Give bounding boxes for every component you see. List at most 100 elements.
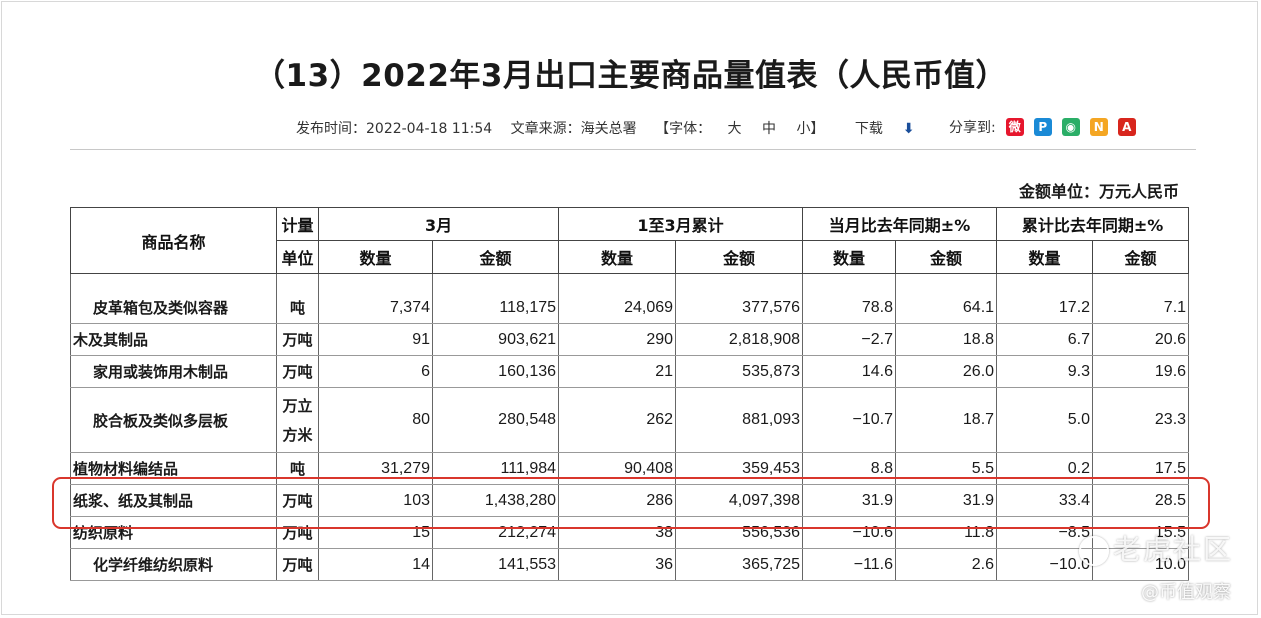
- font-large-button[interactable]: 大: [727, 121, 742, 137]
- cell-mm-qty: 78.8: [802, 292, 897, 324]
- cell-mm-amt: 18.8: [895, 323, 998, 356]
- header-qty: 数量: [318, 240, 433, 274]
- cell-yy-qty: 6.7: [996, 323, 1094, 356]
- cell-m-amt: 903,621: [431, 323, 560, 356]
- header-amt: 金额: [895, 240, 998, 274]
- header-qty: 数量: [802, 240, 897, 274]
- font-small-button[interactable]: 小】: [796, 121, 825, 137]
- table-row: 木及其制品 万吨 91 903,621 290 2,818,908 −2.7 1…: [70, 323, 1190, 356]
- row-name: 皮革箱包及类似容器: [70, 292, 277, 324]
- wechat-icon[interactable]: ◉: [1061, 118, 1080, 136]
- cell-yy-amt: 17.5: [1092, 452, 1190, 485]
- row-name: 化学纤维纺织原料: [70, 548, 277, 581]
- cell-yy-qty: −10.0: [996, 548, 1094, 581]
- export-table: 商品名称 计量 3月 1至3月累计 当月比去年同期±% 累计比去年同期±% 单位…: [70, 207, 1190, 581]
- cell-m-amt: 212,274: [431, 516, 560, 549]
- table-row: 纺织原料 万吨 15 212,274 38 556,536 −10.6 11.8…: [70, 516, 1190, 549]
- header-qty: 数量: [558, 240, 677, 274]
- table-row: 家用或装饰用木制品 万吨 6 160,136 21 535,873 14.6 2…: [70, 355, 1190, 388]
- cell-yy-qty: 0.2: [996, 452, 1094, 485]
- cell-yy-qty: 17.2: [996, 292, 1094, 324]
- table-row: 植物材料编结品 吨 31,279 111,984 90,408 359,453 …: [70, 452, 1190, 485]
- cell-yy-amt: 7.1: [1092, 292, 1190, 324]
- cell-m-amt: 118,175: [431, 292, 560, 324]
- cell-y-qty: 24,069: [558, 292, 677, 324]
- cell-y-amt: 881,093: [675, 387, 804, 453]
- cell-m-qty: 15: [318, 516, 433, 549]
- header-amt: 金额: [675, 240, 804, 274]
- cell-yy-amt: 20.6: [1092, 323, 1190, 356]
- row-unit: 吨: [276, 292, 319, 324]
- cell-yy-qty: 33.4: [996, 484, 1094, 517]
- cell-mm-amt: 18.7: [895, 387, 998, 453]
- cell-y-qty: 286: [558, 484, 677, 517]
- cell-mm-qty: −10.7: [802, 387, 897, 453]
- cell-m-amt: 141,553: [431, 548, 560, 581]
- cell-mm-amt: 5.5: [895, 452, 998, 485]
- row-unit: 万吨: [276, 516, 319, 549]
- article-source: 文章来源：海关总署: [510, 121, 637, 137]
- cell-m-amt: 111,984: [431, 452, 560, 485]
- cell-yy-qty: 5.0: [996, 387, 1094, 453]
- cell-m-qty: 6: [318, 355, 433, 388]
- header-unit-bottom: 单位: [276, 240, 319, 274]
- article-meta: 发布时间：2022-04-18 11:54 文章来源：海关总署 【字体： 大 中…: [296, 118, 943, 138]
- header-amt: 金额: [1092, 240, 1190, 274]
- share-label: 分享到:: [949, 120, 996, 136]
- cell-y-amt: 556,536: [675, 516, 804, 549]
- cell-mm-amt: 31.9: [895, 484, 998, 517]
- cell-m-qty: 14: [318, 548, 433, 581]
- download-arrow-icon: ⬇: [902, 121, 915, 137]
- header-unit-top: 计量: [276, 207, 319, 241]
- cell-yy-amt: 15.5: [1092, 516, 1190, 549]
- row-unit: 万吨: [276, 323, 319, 356]
- cell-y-amt: 365,725: [675, 548, 804, 581]
- row-unit: 万立 方米: [276, 387, 319, 453]
- row-unit: 万吨: [276, 484, 319, 517]
- cell-m-qty: 31,279: [318, 452, 433, 485]
- header-amt: 金额: [431, 240, 560, 274]
- cell-mm-amt: 64.1: [895, 292, 998, 324]
- header-yoy-month: 当月比去年同期±%: [802, 207, 998, 241]
- cell-y-qty: 90,408: [558, 452, 677, 485]
- weibo-icon[interactable]: 微: [1005, 118, 1024, 136]
- cell-mm-amt: 2.6: [895, 548, 998, 581]
- row-name: 木及其制品: [70, 323, 277, 356]
- row-unit-bottom: 方米: [282, 426, 313, 444]
- cell-m-amt: 1,438,280: [431, 484, 560, 517]
- row-unit: 万吨: [276, 548, 319, 581]
- cell-y-qty: 290: [558, 323, 677, 356]
- page-title: （13）2022年3月出口主要商品量值表（人民币值）: [254, 58, 1007, 94]
- font-medium-button[interactable]: 中: [761, 121, 776, 137]
- header-qty: 数量: [996, 240, 1094, 274]
- cell-y-amt: 4,097,398: [675, 484, 804, 517]
- download-button[interactable]: 下载 ⬇: [855, 121, 929, 137]
- cell-yy-amt: 23.3: [1092, 387, 1190, 453]
- row-name: 胶合板及类似多层板: [70, 387, 277, 453]
- qzone-icon[interactable]: P: [1033, 118, 1052, 136]
- header-ytd: 1至3月累计: [558, 207, 804, 241]
- row-unit: 吨: [276, 452, 319, 485]
- cell-mm-qty: −10.6: [802, 516, 897, 549]
- cell-mm-qty: −2.7: [802, 323, 897, 356]
- row-unit: 万吨: [276, 355, 319, 388]
- cell-mm-qty: 8.8: [802, 452, 897, 485]
- netease-icon[interactable]: N: [1089, 118, 1108, 136]
- font-size-label: 【字体：: [655, 121, 712, 137]
- pdf-icon[interactable]: A: [1117, 118, 1136, 136]
- row-name: 家用或装饰用木制品: [70, 355, 277, 388]
- cell-m-qty: 80: [318, 387, 433, 453]
- cell-m-amt: 280,548: [431, 387, 560, 453]
- divider: [70, 149, 1196, 150]
- cell-y-amt: 2,818,908: [675, 323, 804, 356]
- cell-y-amt: 359,453: [675, 452, 804, 485]
- cell-yy-amt: 19.6: [1092, 355, 1190, 388]
- cell-y-qty: 262: [558, 387, 677, 453]
- header-yoy-ytd: 累计比去年同期±%: [996, 207, 1190, 241]
- cell-mm-amt: 11.8: [895, 516, 998, 549]
- table-row-highlighted: 纸浆、纸及其制品 万吨 103 1,438,280 286 4,097,398 …: [70, 484, 1190, 517]
- cell-y-amt: 377,576: [675, 292, 804, 324]
- cell-m-qty: 7,374: [318, 292, 433, 324]
- cell-mm-amt: 26.0: [895, 355, 998, 388]
- table-row: 化学纤维纺织原料 万吨 14 141,553 36 365,725 −11.6 …: [70, 548, 1190, 581]
